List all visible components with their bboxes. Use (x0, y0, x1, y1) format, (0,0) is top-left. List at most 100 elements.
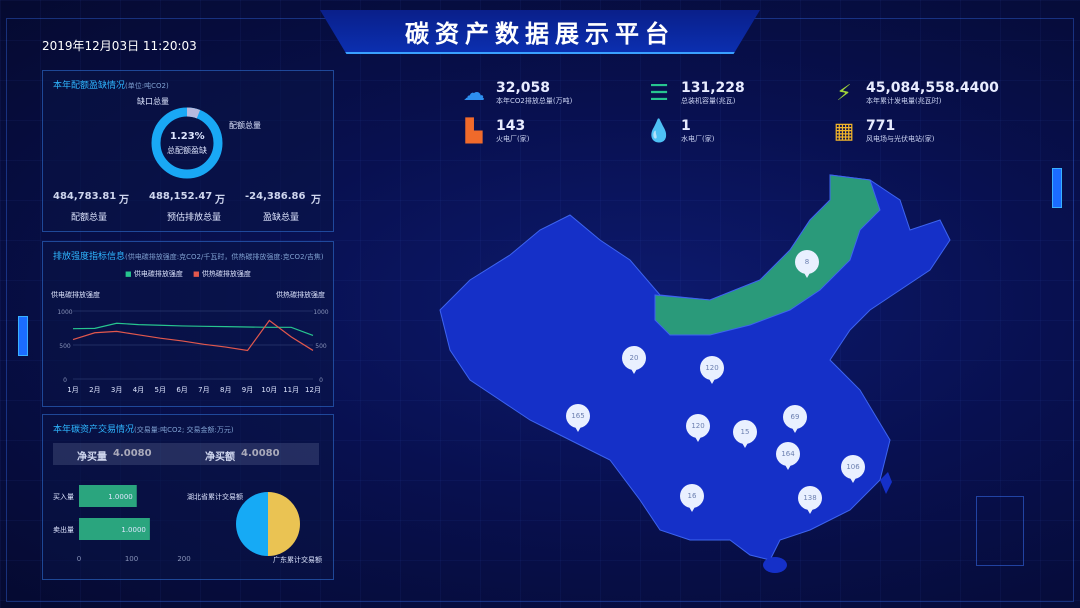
bar-value: 1.0000 (121, 526, 146, 534)
map-pin[interactable]: 138 (798, 486, 822, 514)
bar-label: 卖出量 (53, 525, 74, 534)
quota-value: -24,386.86 (245, 191, 306, 202)
stat-label: 本年累计发电量(兆瓦时) (866, 97, 942, 105)
total-label: 配额总量 (229, 121, 261, 130)
net-buy-amt: 4.0080 (241, 448, 280, 459)
center-label: 总配额盈缺 (167, 146, 207, 155)
stat-card: ☰ 131,228 总装机容量(兆瓦) (645, 80, 745, 106)
datetime: 2019年12月03日 11:20:03 (42, 39, 197, 53)
map-pin[interactable]: 120 (686, 414, 710, 442)
stat-value: 131,228 (681, 80, 745, 96)
inner-mongolia-highlight (654, 174, 881, 336)
y-tick-left: 500 (59, 343, 71, 350)
legend-power[interactable]: 供电碳排放强度 (133, 270, 183, 278)
quota-value: 488,152.47 (149, 191, 213, 202)
map-pin[interactable]: 120 (700, 356, 724, 384)
y-tick-right: 500 (315, 343, 327, 350)
map-pin[interactable]: 8 (795, 250, 819, 278)
trade-panel: 本年碳资产交易情况(交易量:吨CO2; 交易金额:万元) 净买量 4.0080 … (42, 414, 334, 580)
quota-label: 盈缺总量 (263, 213, 300, 223)
right-collapse-handle[interactable] (1052, 168, 1062, 208)
x-tick: 2月 (89, 386, 100, 394)
left-collapse-handle[interactable] (18, 316, 28, 356)
left-axis-label: 供电碳排放强度 (51, 291, 100, 299)
donut-total (151, 107, 223, 179)
map-pin[interactable]: 164 (776, 442, 800, 470)
title-bar (320, 10, 760, 54)
y-tick-left: 0 (63, 377, 67, 384)
quota-label: 预估排放总量 (167, 213, 222, 223)
stat-card: ⚡ 45,084,558.4400 本年累计发电量(兆瓦时) (830, 80, 999, 106)
hainan (763, 557, 787, 573)
bar (79, 485, 137, 507)
stat-label: 火电厂(家) (496, 135, 530, 143)
stat-label: 水电厂(家) (681, 135, 715, 143)
stat-label: 风电场与光伏电站(家) (866, 135, 935, 143)
x-tick: 5月 (155, 386, 166, 394)
net-buy-qty: 4.0080 (113, 448, 152, 459)
trade-bar-chart: 1.0000 买入量 1.0000 卖出量 0 100 200 (53, 485, 191, 563)
stat-value: 45,084,558.4400 (866, 80, 999, 96)
y-tick-left: 1000 (57, 309, 72, 316)
x-tick: 8月 (220, 386, 231, 394)
x-tick: 7月 (198, 386, 209, 394)
map-pin[interactable]: 16 (680, 484, 704, 512)
stat-card: ☁ 32,058 本年CO2排放总量(万吨) (460, 80, 572, 106)
bar-value: 1.0000 (108, 493, 133, 501)
net-buy-amt-label: 净买额 (205, 452, 235, 463)
taiwan (880, 472, 892, 494)
stat-value: 771 (866, 118, 896, 134)
stat-label: 总装机容量(兆瓦) (681, 97, 736, 105)
water-drop-icon: 💧 (645, 118, 673, 144)
gap-label: 缺口总量 (137, 97, 169, 106)
legend-heat[interactable]: 供热碳排放强度 (201, 270, 251, 278)
quota-unit: 万 (311, 195, 321, 206)
series-line (72, 319, 314, 352)
net-summary-bar: 净买量 4.0080 净买额 4.0080 (53, 443, 319, 465)
x-tick: 9月 (242, 386, 253, 394)
x-tick: 1月 (67, 386, 78, 394)
net-buy-qty-label: 净买量 (77, 452, 107, 463)
stat-value: 143 (496, 118, 526, 134)
solar-panel-icon: ▦ (833, 118, 855, 144)
bar (79, 518, 150, 540)
quota-unit: 万 (119, 195, 129, 206)
pie-label-hubei: 湖北省累计交易额 (187, 493, 243, 501)
trade-pie-chart (236, 492, 300, 556)
right-axis-label: 供热碳排放强度 (276, 291, 325, 299)
intensity-panel: 排放强度指标信息(供电碳排放强度:克CO2/千瓦时，供热碳排放强度:克CO2/吉… (42, 241, 334, 407)
map-pin[interactable]: 69 (783, 405, 807, 433)
quota-donut (151, 107, 223, 179)
donut-gap (151, 107, 223, 179)
south-china-sea-inset (976, 496, 1024, 566)
x-tick: 6月 (176, 386, 187, 394)
pie-label-guangdong: 广东累计交易额 (273, 556, 322, 564)
x-tick: 10月 (261, 386, 277, 394)
map-pin[interactable]: 165 (566, 404, 590, 432)
stat-label: 本年CO2排放总量(万吨) (496, 97, 573, 105)
china-map (439, 174, 951, 573)
stat-value: 1 (681, 118, 691, 134)
panel-title: 本年配额盈缺情况(单位:吨CO2) (53, 81, 169, 91)
panel-title: 本年碳资产交易情况(交易量:吨CO2; 交易金额:万元) (53, 425, 234, 435)
page-title: 碳资产数据展示平台 (405, 20, 675, 48)
x-tick: 12月 (305, 386, 321, 394)
map-pin[interactable]: 15 (733, 420, 757, 448)
x-tick: 0 (77, 555, 81, 563)
stat-card: ▙ 143 火电厂(家) (460, 118, 530, 144)
y-tick-right: 0 (319, 377, 323, 384)
quota-percent: 1.23% (170, 131, 205, 142)
bar-label: 买入量 (53, 493, 74, 501)
stat-card: 💧 1 水电厂(家) (645, 118, 714, 144)
map-pin[interactable]: 20 (622, 346, 646, 374)
co2-cloud-icon: ☁ (463, 80, 485, 106)
x-tick: 100 (125, 555, 138, 563)
quota-panel: 本年配额盈缺情况(单位:吨CO2) 缺口总量 配额总量 1.23% 总配额盈缺 … (42, 70, 334, 232)
lightning-icon: ⚡ (836, 80, 852, 106)
map-pin[interactable]: 106 (841, 455, 865, 483)
stat-value: 32,058 (496, 80, 551, 96)
quota-label: 配额总量 (71, 213, 108, 223)
panel-title: 排放强度指标信息(供电碳排放强度:克CO2/千瓦时，供热碳排放强度:克CO2/吉… (53, 252, 324, 262)
stat-card: ▦ 771 风电场与光伏电站(家) (830, 118, 935, 144)
